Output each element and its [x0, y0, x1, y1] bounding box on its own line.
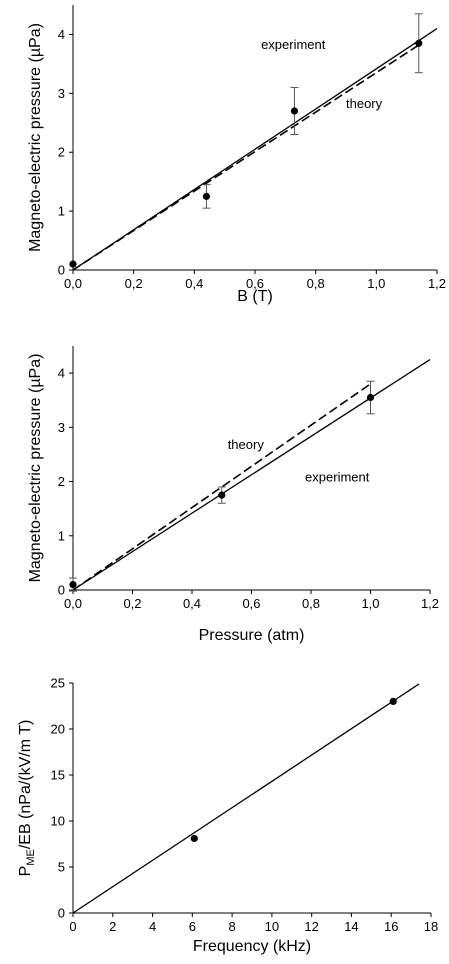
x-tick-label: 14	[344, 919, 358, 934]
annotation-label: theory	[346, 96, 383, 111]
chart-panel-1: 0,0 0,2 0,4 0,6 0,8 1,0 1,2 0 1 2 3 4 B (T) Magneto-e…	[27, 5, 446, 305]
x-tick-label: 0,0	[64, 596, 82, 611]
y-tick-label: 0	[58, 263, 65, 278]
data-point	[190, 834, 198, 843]
x-tick-label: 6	[189, 919, 196, 934]
x-axis-label: B (T)	[237, 288, 273, 305]
x-tick-label: 1,0	[367, 276, 385, 291]
y-tick-label: 3	[58, 420, 65, 435]
series-line-theory	[72, 44, 420, 271]
x-tick-label: 0,8	[307, 276, 325, 291]
x-tick-label: 12	[304, 919, 318, 934]
y-tick-label: 1	[58, 204, 65, 219]
x-tick-label: 2	[109, 919, 116, 934]
x-tick-label: 0,2	[123, 596, 141, 611]
x-tick-label: 0,4	[183, 596, 201, 611]
y-tick-label: 10	[51, 814, 65, 829]
y-tick-label: 4	[58, 366, 65, 381]
data-point	[389, 697, 397, 706]
y-tick-label: 2	[58, 474, 65, 489]
x-tick-label: 0,4	[185, 276, 203, 291]
y-tick-label: 3	[58, 86, 65, 101]
x-tick-label: 0	[69, 919, 76, 934]
y-axis-label: PME/EB (nPa/(kV/m T)	[17, 720, 37, 877]
data-point	[69, 260, 77, 268]
y-tick-label: 5	[58, 860, 65, 875]
y-axis-label: Magneto-electric pressure (µPa)	[27, 354, 44, 583]
x-tick-label: 8	[228, 919, 235, 934]
y-tick-label: 1	[58, 528, 65, 543]
x-tick-label: 18	[424, 919, 438, 934]
chart-panel-3: 0 2 4 6 8 10 12 14 16 18 0 5 10 15 20 25 Frequency (kHz)…	[17, 676, 438, 956]
y-tick-label: 2	[58, 145, 65, 160]
x-axis-label: Pressure (atm)	[199, 627, 305, 644]
data-point	[218, 491, 226, 499]
x-tick-label: 1,2	[421, 596, 439, 611]
x-tick-label: 0,2	[125, 276, 143, 291]
annotation-label: theory	[228, 437, 265, 452]
annotation-label: experiment	[261, 37, 326, 52]
data-point	[366, 393, 375, 402]
x-tick-label: 0,0	[64, 276, 82, 291]
x-tick-label: 0,6	[246, 276, 264, 291]
data-point	[202, 192, 211, 200]
x-tick-label: 1,0	[361, 596, 379, 611]
y-tick-label: 0	[58, 906, 65, 921]
y-tick-label: 0	[58, 583, 65, 598]
x-tick-label: 10	[265, 919, 279, 934]
data-point	[290, 107, 299, 115]
x-tick-label: 16	[384, 919, 398, 934]
annotation-label: experiment	[305, 470, 370, 485]
y-tick-label: 20	[51, 722, 65, 737]
y-tick-label: 4	[58, 27, 65, 42]
series-line-fit	[72, 683, 420, 914]
series-line-theory	[72, 383, 371, 591]
x-tick-label: 0,6	[242, 596, 260, 611]
y-tick-label: 15	[51, 768, 65, 783]
data-point	[69, 580, 77, 589]
chart-panel-2: 0,0 0,2 0,4 0,6 0,8 1,0 1,2 0 1 2 3 4 Pressure (atm)…	[27, 346, 439, 644]
x-axis-label: Frequency (kHz)	[193, 938, 311, 955]
x-tick-label: 4	[149, 919, 156, 934]
x-tick-label: 0,8	[302, 596, 320, 611]
data-point	[415, 39, 423, 47]
series-line-experiment	[72, 359, 431, 591]
x-tick-label: 1,2	[428, 276, 446, 291]
y-axis-label: Magneto-electric pressure (µPa)	[27, 23, 44, 252]
y-tick-label: 25	[51, 676, 65, 691]
